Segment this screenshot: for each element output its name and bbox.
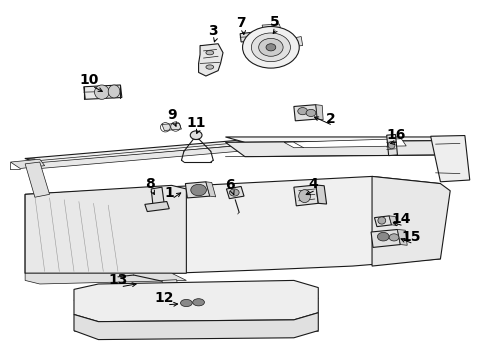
Polygon shape <box>294 185 318 206</box>
Polygon shape <box>316 105 323 120</box>
Text: 5: 5 <box>270 15 279 29</box>
Ellipse shape <box>206 50 214 55</box>
Polygon shape <box>25 185 186 273</box>
Polygon shape <box>185 182 210 198</box>
Polygon shape <box>371 229 400 247</box>
Polygon shape <box>294 105 318 121</box>
Polygon shape <box>162 280 177 285</box>
Ellipse shape <box>180 300 192 307</box>
Ellipse shape <box>193 299 204 306</box>
Polygon shape <box>25 140 255 164</box>
Polygon shape <box>25 176 441 273</box>
Ellipse shape <box>389 234 399 241</box>
Text: 14: 14 <box>392 212 411 226</box>
Ellipse shape <box>191 184 206 196</box>
Text: 6: 6 <box>225 178 235 192</box>
Text: 15: 15 <box>401 230 421 244</box>
Text: 9: 9 <box>167 108 176 122</box>
Polygon shape <box>389 216 397 226</box>
Text: 4: 4 <box>309 177 318 190</box>
Polygon shape <box>151 187 164 207</box>
Polygon shape <box>292 37 303 46</box>
Polygon shape <box>284 139 406 148</box>
Ellipse shape <box>266 44 276 51</box>
Ellipse shape <box>243 27 299 68</box>
Ellipse shape <box>251 33 291 62</box>
Polygon shape <box>206 182 216 197</box>
Polygon shape <box>226 186 244 199</box>
Text: 11: 11 <box>186 116 206 130</box>
Ellipse shape <box>298 108 308 115</box>
Polygon shape <box>374 216 392 226</box>
Text: 7: 7 <box>236 16 246 30</box>
Polygon shape <box>74 313 318 339</box>
Ellipse shape <box>388 141 395 149</box>
Ellipse shape <box>299 190 311 203</box>
Polygon shape <box>206 297 216 308</box>
Ellipse shape <box>306 109 316 117</box>
Polygon shape <box>84 85 122 99</box>
Ellipse shape <box>206 65 214 69</box>
Text: 13: 13 <box>108 273 128 287</box>
Polygon shape <box>431 135 470 182</box>
Polygon shape <box>225 140 455 157</box>
Polygon shape <box>262 24 282 32</box>
Polygon shape <box>162 123 181 131</box>
Polygon shape <box>145 202 169 212</box>
Text: 10: 10 <box>80 73 99 87</box>
Ellipse shape <box>190 131 202 139</box>
Text: 1: 1 <box>164 185 174 199</box>
Text: 3: 3 <box>208 24 218 38</box>
Ellipse shape <box>229 189 239 196</box>
Ellipse shape <box>377 232 389 241</box>
Polygon shape <box>25 146 255 168</box>
Text: 2: 2 <box>326 112 335 126</box>
Polygon shape <box>372 176 450 266</box>
Polygon shape <box>225 137 450 142</box>
Text: 16: 16 <box>387 128 406 142</box>
Polygon shape <box>174 297 208 309</box>
Ellipse shape <box>95 85 109 99</box>
Polygon shape <box>25 162 49 197</box>
Polygon shape <box>387 134 397 156</box>
Text: 8: 8 <box>145 177 155 190</box>
Polygon shape <box>74 280 318 321</box>
Polygon shape <box>198 44 223 76</box>
Text: 12: 12 <box>155 291 174 305</box>
Ellipse shape <box>259 39 283 56</box>
Polygon shape <box>316 185 327 204</box>
Polygon shape <box>10 159 45 168</box>
Polygon shape <box>25 273 186 284</box>
Polygon shape <box>397 229 407 245</box>
Ellipse shape <box>108 85 120 98</box>
Polygon shape <box>240 32 254 42</box>
Ellipse shape <box>378 217 386 224</box>
